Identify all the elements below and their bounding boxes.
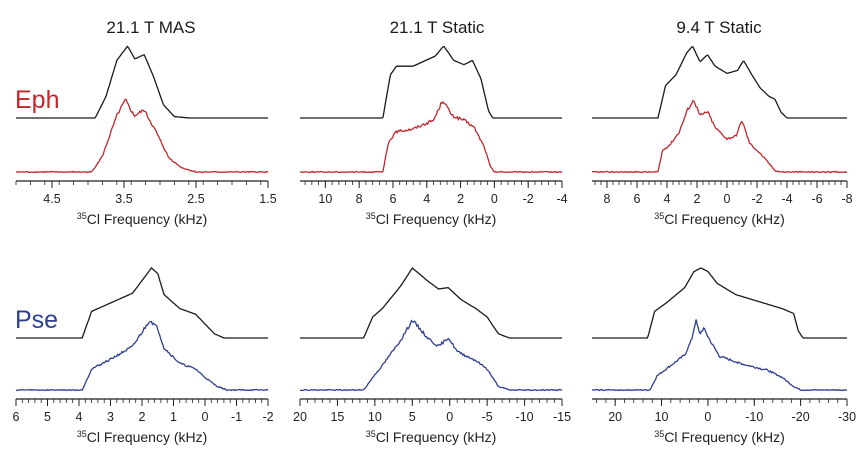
simulated-spectrum-line [592, 267, 847, 339]
x-tick-label: 15 [330, 410, 344, 424]
x-tick-label: 2 [694, 192, 701, 206]
x-tick-label: 5 [409, 410, 416, 424]
x-tick-label: -2 [262, 410, 273, 424]
x-tick-label: 6 [13, 410, 20, 424]
x-axis-label: 35Cl Frequency (kHz) [654, 211, 785, 227]
x-tick-label: 10 [368, 410, 382, 424]
x-tick-label: -15 [553, 410, 571, 424]
x-tick-label: 0 [202, 410, 209, 424]
x-tick-label: -4 [556, 192, 567, 206]
x-tick-label: -1 [231, 410, 242, 424]
column-title-2: 21.1 T Static [390, 18, 485, 37]
x-axis-label-superscript: 35 [77, 211, 87, 221]
x-tick-label: 10 [318, 192, 332, 206]
simulated-spectrum-line [592, 46, 847, 119]
x-tick-label: 4 [423, 192, 430, 206]
experimental-spectrum-line [591, 319, 848, 392]
experimental-spectrum-line [300, 319, 563, 392]
row-label-eph: Eph [15, 86, 59, 114]
experimental-spectrum-line [299, 100, 563, 174]
x-tick-label: 10 [655, 410, 669, 424]
x-axis-label: 35Cl Frequency (kHz) [654, 429, 785, 445]
x-tick-label: -2 [523, 192, 534, 206]
x-axis-label-superscript: 35 [366, 211, 376, 221]
x-axis-label-text: Cl Frequency (kHz) [664, 429, 785, 445]
x-axis-label-text: Cl Frequency (kHz) [87, 429, 208, 445]
simulated-spectrum-line [16, 45, 268, 119]
x-tick-label: 2 [457, 192, 464, 206]
column-title-1: 21.1 T MAS [106, 18, 195, 37]
x-axis-label-text: Cl Frequency (kHz) [664, 211, 785, 227]
x-axis-label-superscript: 35 [654, 429, 664, 439]
x-tick-label: -10 [745, 410, 763, 424]
simulated-spectrum-line [300, 45, 562, 119]
simulated-spectrum-line [300, 267, 562, 339]
simulated-spectrum-line [16, 267, 268, 339]
x-tick-label: -2 [751, 192, 762, 206]
x-tick-label: 20 [608, 410, 622, 424]
x-tick-label: 20 [293, 410, 307, 424]
x-axis-label-text: Cl Frequency (kHz) [376, 211, 497, 227]
x-tick-label: 4 [664, 192, 671, 206]
panel-2: 10 8 6 4 2 0 -2 -4 35Cl Frequency (kHz) [299, 45, 568, 227]
x-tick-label: 6 [634, 192, 641, 206]
x-axis-label-text: Cl Frequency (kHz) [87, 211, 208, 227]
x-tick-label: 6 [389, 192, 396, 206]
x-tick-label: 1.5 [259, 192, 276, 206]
x-axis-label: 35Cl Frequency (kHz) [366, 429, 497, 445]
x-tick-label: 8 [604, 192, 611, 206]
experimental-spectrum-line [15, 320, 269, 392]
x-tick-label: 3 [107, 410, 114, 424]
experimental-spectrum-line [591, 99, 848, 174]
panel-4: 6 5 4 3 2 1 0 -1 -2 35Cl Frequency (kHz) [13, 267, 274, 445]
x-axis-label-superscript: 35 [654, 211, 664, 221]
x-tick-label: 0 [724, 192, 731, 206]
x-tick-label: -5 [482, 410, 493, 424]
column-titles: 21.1 T MAS 21.1 T Static 9.4 T Static [106, 18, 762, 37]
x-tick-label: 1 [170, 410, 177, 424]
x-tick-label: -4 [781, 192, 792, 206]
column-title-3: 9.4 T Static [676, 18, 762, 37]
x-tick-label: 0 [704, 410, 711, 424]
row-labels: Eph Pse [15, 86, 59, 334]
x-axis-label-text: Cl Frequency (kHz) [376, 429, 497, 445]
x-axis-label: 35Cl Frequency (kHz) [77, 429, 208, 445]
panel-5: 20 15 10 5 0 -5 -10 -15 35Cl Frequency (kHz) [293, 267, 571, 445]
x-axis-label-superscript: 35 [77, 429, 87, 439]
experimental-spectrum-line [15, 98, 269, 174]
x-axis-label: 35Cl Frequency (kHz) [366, 211, 497, 227]
x-tick-label: -30 [838, 410, 856, 424]
row-label-pse: Pse [15, 306, 58, 334]
x-tick-label: 0 [446, 410, 453, 424]
x-axis-label: 35Cl Frequency (kHz) [77, 211, 208, 227]
x-axis-label-superscript: 35 [366, 429, 376, 439]
x-tick-label: 8 [356, 192, 363, 206]
x-tick-label: 5 [44, 410, 51, 424]
x-tick-label: 4 [76, 410, 83, 424]
panel-1: 4.5 3.5 2.5 1.5 35Cl Frequency (kHz) [15, 45, 277, 227]
panel-3: 8 6 4 2 0 -2 -4 -6 -8 35Cl Frequency (kHz) [591, 46, 853, 227]
x-tick-label: 2.5 [187, 192, 204, 206]
x-tick-label: 0 [491, 192, 498, 206]
x-tick-label: 2 [139, 410, 146, 424]
x-tick-label: 4.5 [43, 192, 60, 206]
panel-6: 20 10 0 -10 -20 -30 35Cl Frequency (kHz) [591, 267, 856, 445]
x-tick-label: -8 [841, 192, 852, 206]
x-tick-label: -10 [516, 410, 534, 424]
x-tick-label: -20 [792, 410, 810, 424]
x-tick-label: -6 [811, 192, 822, 206]
x-tick-label: 3.5 [115, 192, 132, 206]
